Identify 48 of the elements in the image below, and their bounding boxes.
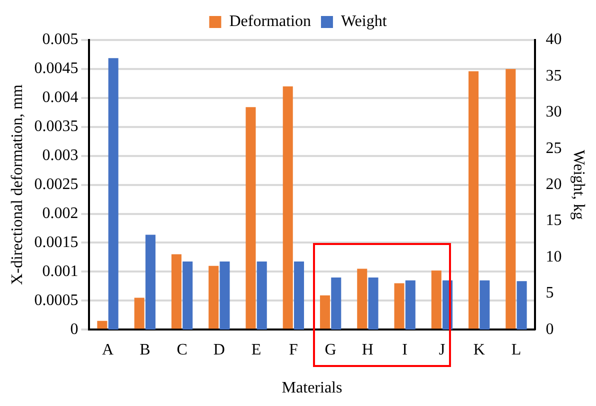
bar (108, 58, 118, 330)
y2-tick-label: 20 (546, 176, 562, 194)
bar (506, 68, 516, 329)
x-tick-label: I (402, 341, 408, 358)
y-tick-label: 0.0025 (34, 176, 78, 194)
y-tick-label: 0.0045 (34, 60, 78, 78)
x-tick-label: J (438, 341, 446, 358)
y2-tick-label: 10 (546, 248, 562, 266)
x-tick-label: D (213, 341, 225, 358)
bar (480, 280, 490, 330)
legend-label: Weight (340, 13, 388, 30)
x-tick-label: C (176, 341, 188, 358)
x-tick-label: L (511, 341, 522, 358)
legend-label: Deformation (229, 13, 311, 30)
y-tick-label: 0.0005 (34, 292, 78, 309)
bar (294, 262, 304, 330)
x-tick-label: H (362, 341, 374, 358)
x-tick-label: G (324, 341, 337, 358)
y-tick-label: 0.005 (42, 31, 78, 48)
y2-tick-label: 0 (546, 320, 554, 338)
y-tick-label: 0.0015 (34, 234, 78, 251)
y-tick-label: 0.003 (42, 147, 78, 164)
bar (282, 86, 293, 329)
y-tick-label: 0.004 (42, 89, 78, 106)
y-tick-label: 0.0035 (34, 118, 78, 136)
x-tick-label: K (473, 341, 486, 358)
bar (97, 320, 108, 329)
y-axis-title: X-directional deformation, mm (8, 84, 26, 285)
x-tick-label: A (102, 341, 114, 358)
bar (468, 71, 479, 329)
y2-tick-label: 30 (546, 104, 562, 121)
y-tick-label: 0 (70, 320, 78, 338)
x-tick-label: F (288, 341, 298, 358)
y2-tick-label: 40 (546, 31, 562, 48)
x-tick-label: B (140, 341, 150, 358)
y2-tick-label: 35 (546, 67, 562, 84)
bar (256, 262, 267, 330)
x-axis-title: Materials (282, 380, 342, 397)
y2-tick-label: 15 (546, 212, 562, 230)
y-tick-label: 0.002 (42, 204, 78, 222)
y2-axis-title: Weight, kg (570, 150, 588, 220)
bar (516, 281, 527, 330)
y2-tick-label: 5 (546, 284, 554, 302)
x-tick-label: E (251, 341, 262, 358)
bar (246, 107, 256, 329)
y-tick-label: 0.001 (42, 262, 78, 280)
y2-tick-label: 25 (546, 140, 562, 157)
bar (145, 234, 156, 330)
